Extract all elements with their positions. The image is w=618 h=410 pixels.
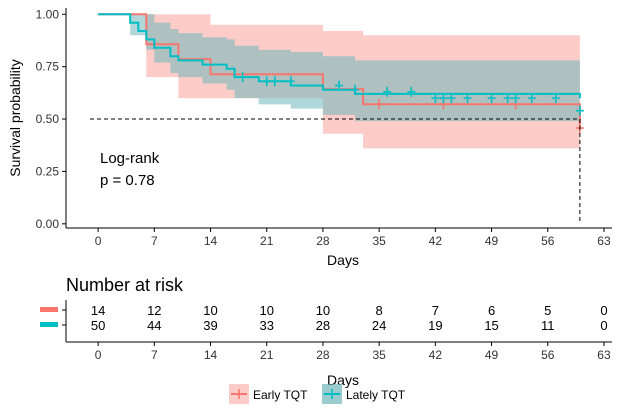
risk-count-cell: 0 [600,303,607,318]
risk-count-cell: 19 [428,318,442,333]
censor-mark-lately [447,93,456,104]
censor-mark-lately [487,93,496,104]
risk-count-cell: 6 [488,303,495,318]
censor-mark-lately [407,86,416,97]
censor-mark-lately [286,76,295,87]
legend: Early TQT Lately TQT [229,384,406,404]
p-value-label: p = 0.78 [100,172,155,189]
y-tick-label: 1.00 [36,7,60,21]
x-tick-label: 7 [151,234,158,248]
legend-item-early: Early TQT [229,384,308,404]
censor-mark-lately [575,105,584,116]
x-tick-label: 21 [260,234,274,248]
risk-count-cell: 5 [544,303,551,318]
censor-mark-lately [270,76,279,87]
survival-axes: 0.00 0.25 0.50 0.75 1.00 0 7 14 21 28 35 42 49 56 63 [36,7,612,248]
censor-mark-lately [262,76,271,87]
x-tick-label: 28 [316,234,330,248]
censor-mark-lately [463,93,472,104]
survival-line-early [98,13,581,129]
risk-count-cell: 50 [91,318,105,333]
risk-x-tick-label: 28 [316,348,330,362]
risk-table-title: Number at risk [66,275,184,295]
censor-mark-lately [511,93,520,104]
x-axis-label: Days [327,252,359,268]
risk-row-swatch [40,322,58,327]
y-tick-label: 0.25 [36,164,60,178]
censor-mark-lately [527,93,536,104]
risk-count-cell: 33 [260,318,274,333]
risk-table: 14 12 10 10 10 8 7 6 5 050 44 39 33 28 24 19 15 11 00 7 14 21… [40,300,612,362]
censor-mark-lately [383,86,392,97]
risk-count-cell: 10 [203,303,217,318]
censor-mark-lately [351,84,360,95]
censor-marks [238,72,584,134]
x-tick-label: 42 [429,234,443,248]
censor-mark-lately [238,72,247,83]
risk-x-tick-label: 35 [372,348,386,362]
risk-count-cell: 28 [316,318,330,333]
survival-curves [98,13,581,129]
censor-mark-lately [503,93,512,104]
y-tick-label: 0.00 [36,217,60,231]
x-tick-label: 14 [204,234,218,248]
risk-count-cell: 10 [316,303,330,318]
x-tick-label: 63 [597,234,611,248]
risk-x-tick-label: 42 [429,348,443,362]
risk-count-cell: 39 [203,318,217,333]
y-tick-label: 0.75 [36,60,60,74]
risk-count-cell: 7 [432,303,439,318]
y-tick-label: 0.50 [36,112,60,126]
censor-mark-lately [439,93,448,104]
legend-label: Lately TQT [346,388,406,402]
risk-count-cell: 10 [260,303,274,318]
risk-count-cell: 12 [147,303,161,318]
risk-x-tick-label: 14 [204,348,218,362]
risk-count-cell: 0 [600,318,607,333]
y-axis-label: Survival probability [7,59,23,177]
censor-mark-lately [431,93,440,104]
risk-x-tick-label: 63 [597,348,611,362]
x-tick-label: 35 [372,234,386,248]
censor-mark-lately [551,93,560,104]
logrank-label: Log-rank [100,150,160,167]
risk-count-cell: 44 [147,318,161,333]
x-tick-label: 0 [95,234,102,248]
risk-count-cell: 15 [484,318,498,333]
risk-count-cell: 14 [91,303,105,318]
risk-x-tick-label: 21 [260,348,274,362]
survival-line-lately [98,13,581,99]
censor-mark-early [375,99,384,110]
risk-count-cell: 11 [541,318,555,333]
x-tick-label: 49 [485,234,499,248]
censor-mark-lately [335,80,343,91]
legend-item-lately: Lately TQT [322,384,406,404]
legend-label: Early TQT [253,388,308,402]
risk-count-cell: 8 [376,303,383,318]
confidence-band-lately [98,14,580,126]
risk-x-tick-label: 7 [151,348,158,362]
risk-x-tick-label: 0 [95,348,102,362]
risk-row-swatch [40,307,58,312]
risk-count-cell: 24 [372,318,386,333]
risk-x-tick-label: 56 [541,348,555,362]
x-tick-label: 56 [541,234,555,248]
risk-x-tick-label: 49 [485,348,499,362]
